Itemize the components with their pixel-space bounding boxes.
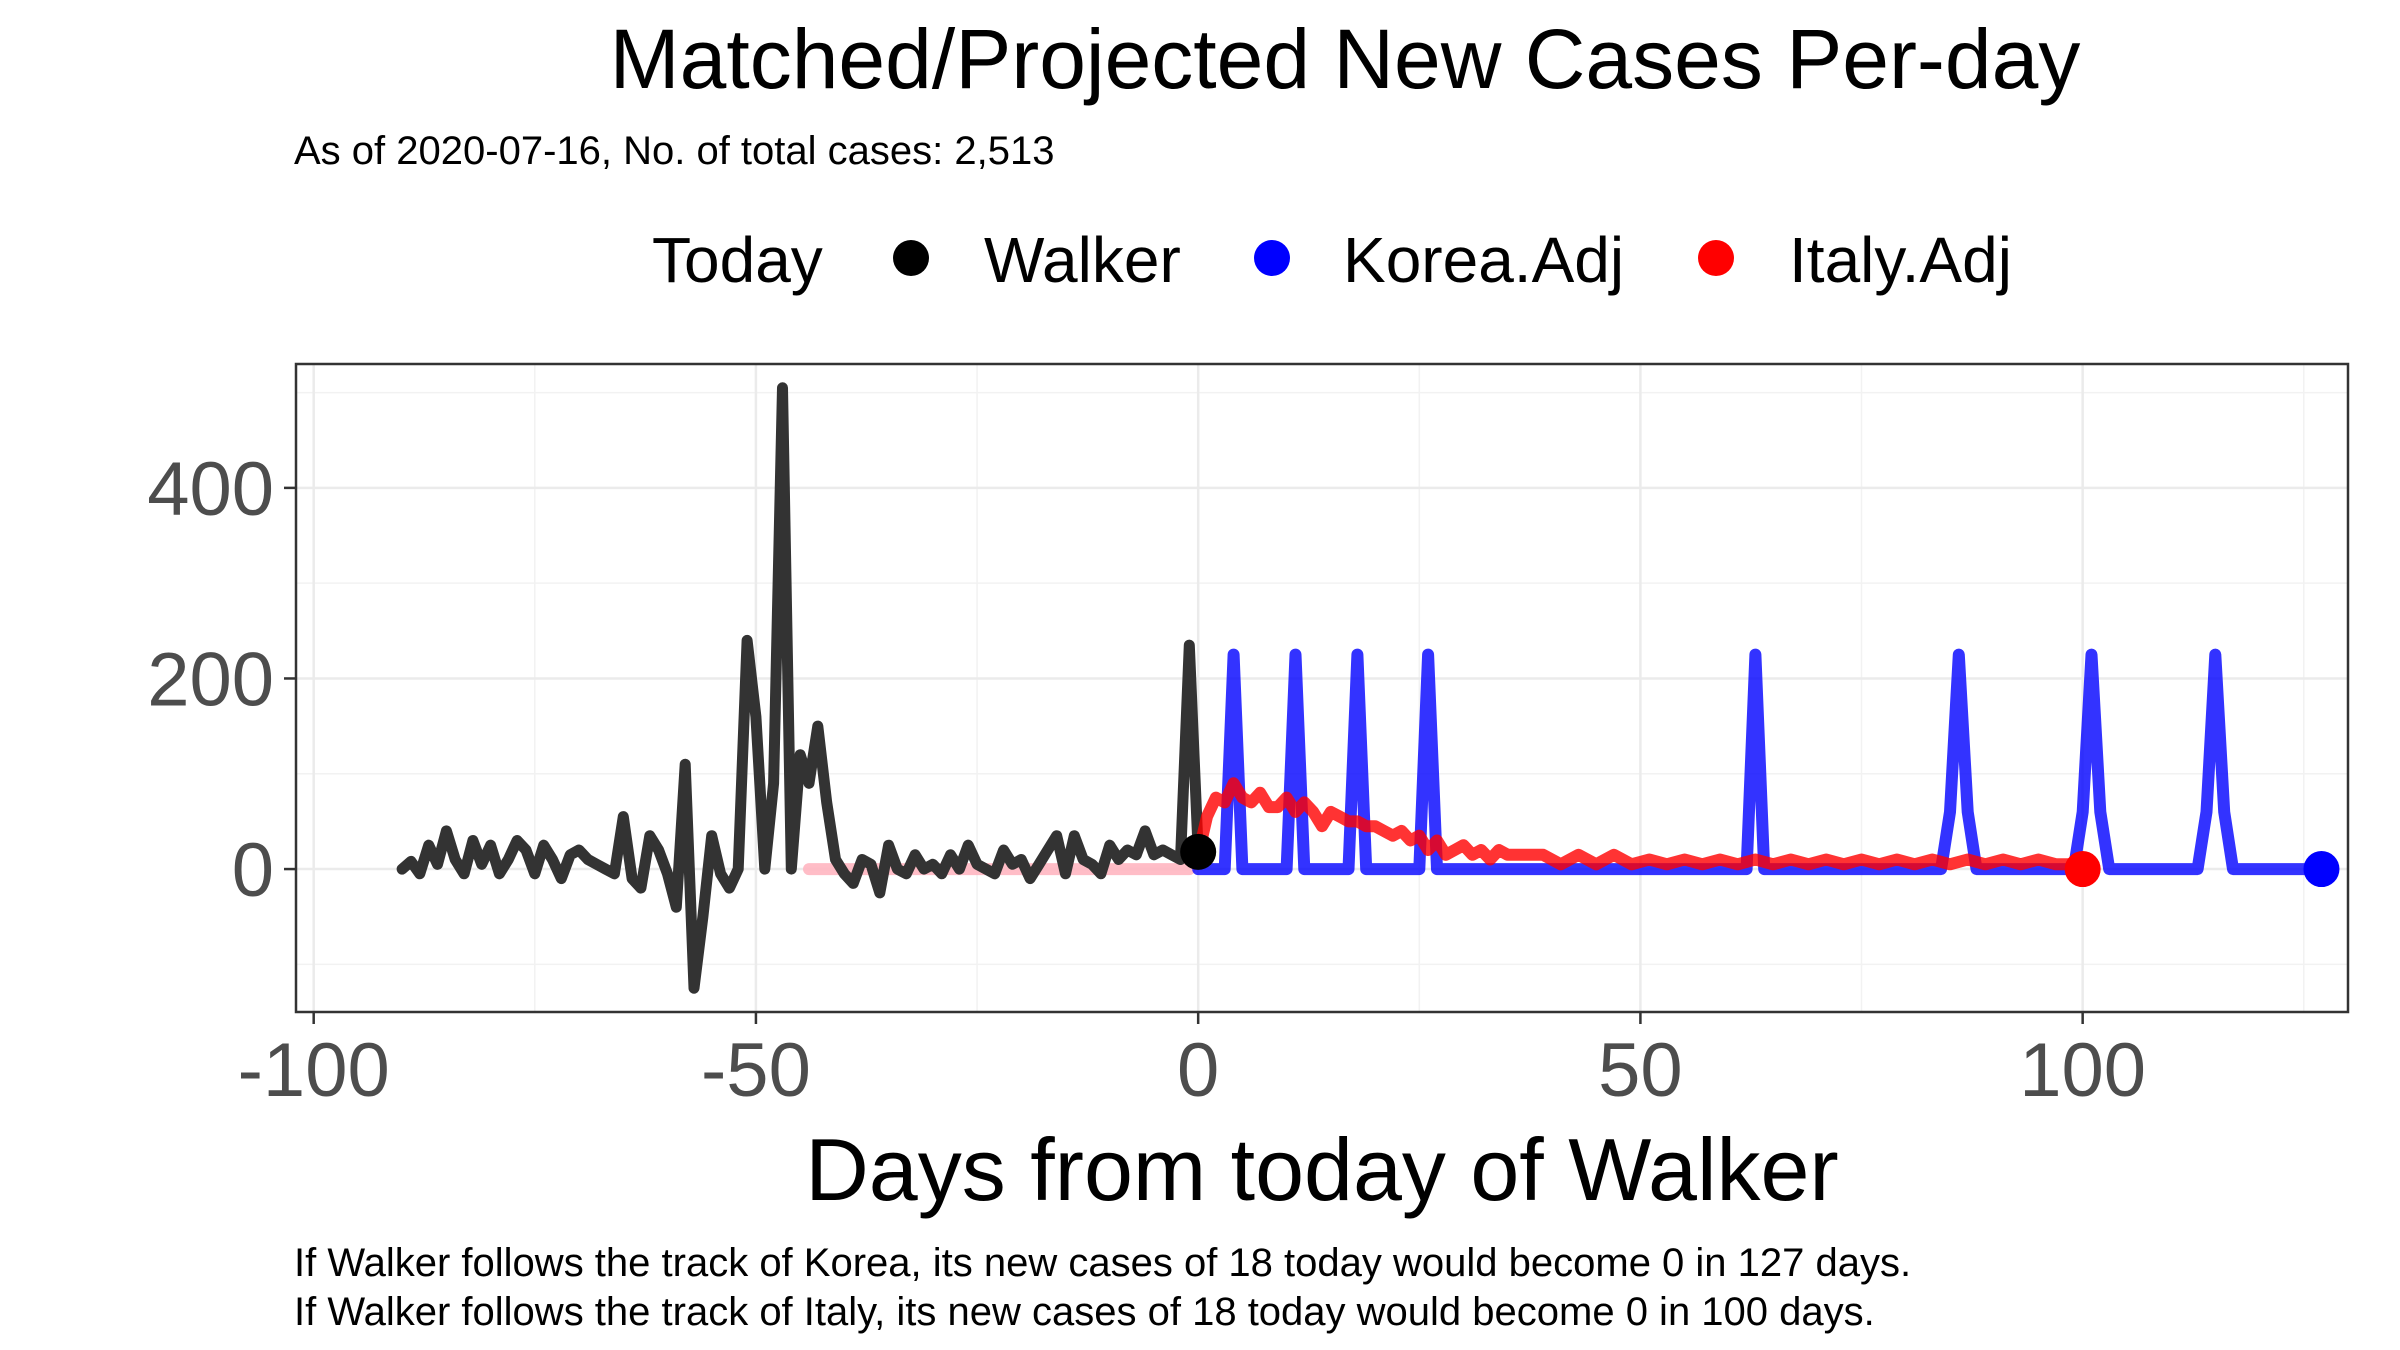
legend-key-walker [893,240,929,276]
point-walker [1180,833,1217,870]
legend-label-italy: Italy.Adj [1789,224,2012,296]
series-line-italy-adj [1192,777,2089,876]
y-tick-label: 400 [147,447,274,532]
x-tick-label: 100 [2019,1028,2146,1113]
legend-title: Today [652,224,823,296]
x-tick-label: 50 [1598,1028,1683,1113]
panel-background [296,364,2348,1012]
series-line-korea-adj [1192,648,2328,876]
legend: Today Walker Korea.Adj Italy.Adj [652,224,2012,296]
x-axis: -100 -50 0 50 100 [238,1012,2146,1113]
chart-title: Matched/Projected New Cases Per-day [610,12,2081,106]
x-tick-label: -50 [701,1028,811,1113]
points-layer [1180,833,2340,888]
point-korea-adj [2303,851,2340,888]
x-axis-title: Days from today of Walker [805,1120,1838,1219]
series-line-walker [396,382,1204,994]
x-tick-label: -100 [238,1028,390,1113]
panel-border [294,362,2350,1014]
legend-label-walker: Walker [984,224,1181,296]
plot-area [294,362,2350,1014]
legend-key-korea [1254,240,1290,276]
y-tick-label: 200 [147,637,274,722]
caption-korea: If Walker follows the track of Korea, it… [294,1241,1911,1285]
y-tick-label: 0 [232,828,274,913]
y-axis: 0 200 400 [147,447,296,913]
x-tick-label: 0 [1177,1028,1219,1113]
legend-label-korea: Korea.Adj [1343,224,1624,296]
chart-subtitle: As of 2020-07-16, No. of total cases: 2,… [294,129,1054,173]
point-italy-adj [2064,851,2101,888]
series-layer [396,382,2328,994]
caption-italy: If Walker follows the track of Italy, it… [294,1290,1875,1334]
legend-key-italy [1698,240,1734,276]
